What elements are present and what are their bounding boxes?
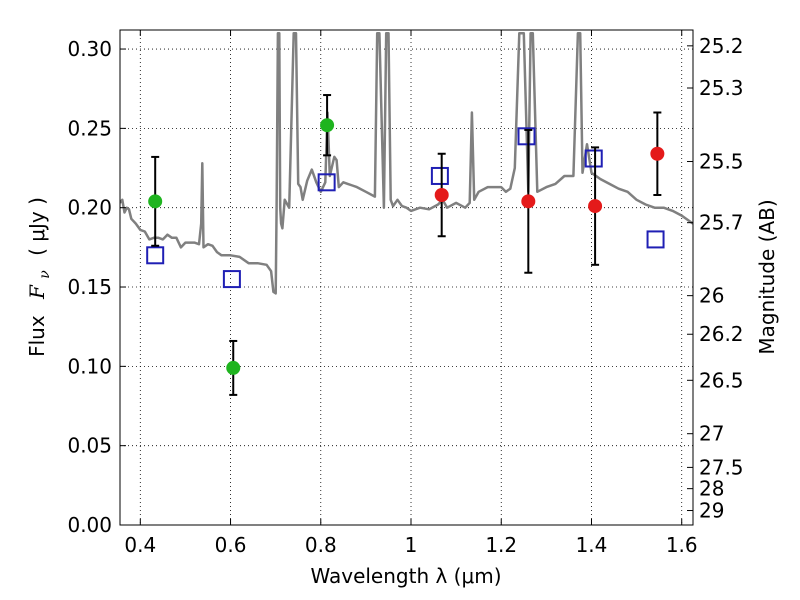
model-square-marker xyxy=(317,173,336,192)
y-tick-label: 0.15 xyxy=(67,275,112,299)
model-square-marker xyxy=(430,166,449,185)
model-square-marker xyxy=(517,127,536,146)
y2-tick-label: 25.2 xyxy=(699,34,744,58)
model-square-marker xyxy=(646,230,665,249)
data-point-marker xyxy=(226,360,241,375)
data-point-marker xyxy=(148,194,163,209)
x-axis-label: Wavelength λ (μm) xyxy=(310,564,501,588)
x-tick-label: 1.2 xyxy=(485,533,517,557)
spectrum-line xyxy=(120,31,693,295)
y2-tick-label: 27 xyxy=(699,422,724,446)
x-tick-label: 0.6 xyxy=(215,533,247,557)
x-tick-label: 1.6 xyxy=(666,533,698,557)
model-square-marker xyxy=(222,270,241,289)
y-axis-label: Flux F ν ( μJy ) xyxy=(25,197,54,357)
data-point-marker xyxy=(320,118,335,133)
plot-background xyxy=(120,30,693,525)
y-axis-label-subscript: ν xyxy=(37,270,53,279)
y-tick-label: 0.05 xyxy=(67,434,112,458)
y2-tick-label: 27.5 xyxy=(699,455,744,479)
plot-frame xyxy=(119,29,694,526)
y-axis-label-prefix: Flux xyxy=(25,315,49,357)
y2-axis-label: Magnitude (AB) xyxy=(755,199,779,354)
x-tick-label: 0.4 xyxy=(124,533,156,557)
y-tick-label: 0.10 xyxy=(67,354,112,378)
data-point-marker xyxy=(650,146,665,161)
y2-tick-label: 25.3 xyxy=(699,76,744,100)
y2-tick-label: 25.5 xyxy=(699,150,744,174)
plot-series xyxy=(120,31,693,396)
model-square-marker xyxy=(584,149,603,168)
model-square-marker xyxy=(146,246,165,265)
y2-tick-label: 28 xyxy=(699,477,724,501)
gridlines xyxy=(120,30,693,526)
data-point-marker xyxy=(434,188,449,202)
axis-ticks: 0.4 0.6 0.8 1 1.2 1.4 1.6 0.00 0.05 0.10 0.15 0.20 0… xyxy=(67,30,744,557)
data-point-marker xyxy=(521,194,536,209)
y2-tick-label: 26.2 xyxy=(699,322,744,346)
y-axis-label-symbol: F xyxy=(25,284,49,300)
y-tick-label: 0.30 xyxy=(67,37,112,61)
y-tick-label: 0.20 xyxy=(67,196,112,220)
x-tick-label: 1.4 xyxy=(576,533,608,557)
y2-tick-label: 29 xyxy=(699,499,724,523)
y2-tick-label: 26 xyxy=(699,284,724,308)
y2-tick-label: 26.5 xyxy=(699,368,744,392)
x-tick-label: 0.8 xyxy=(305,533,337,557)
x-tick-label: 1 xyxy=(405,533,418,557)
data-point-marker xyxy=(588,199,603,214)
y2-tick-label: 25.7 xyxy=(699,211,744,235)
y-tick-label: 0.00 xyxy=(67,513,112,537)
y-tick-label: 0.25 xyxy=(67,116,112,140)
y-axis-label-units: ( μJy ) xyxy=(25,197,49,256)
